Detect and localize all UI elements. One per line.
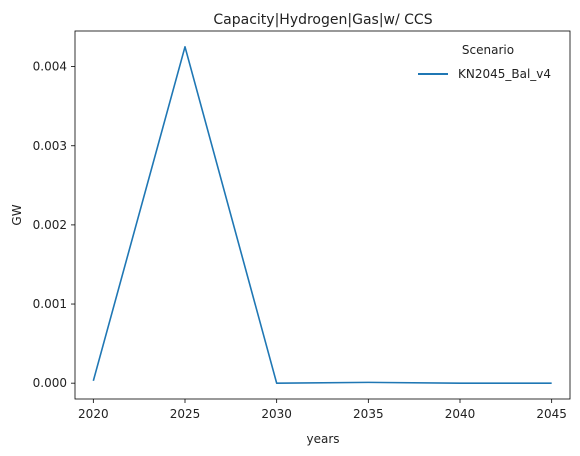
y-tick-label: 0.001 bbox=[33, 297, 67, 311]
y-axis: 0.000 0.001 0.002 0.003 0.004 bbox=[33, 60, 75, 390]
y-axis-label: GW bbox=[10, 204, 24, 225]
y-tick-label: 0.004 bbox=[33, 60, 67, 74]
y-tick-label: 0.002 bbox=[33, 218, 67, 232]
legend-label-series-0: KN2045_Bal_v4 bbox=[458, 67, 551, 81]
legend-title: Scenario bbox=[462, 43, 514, 57]
x-tick-label: 2035 bbox=[353, 407, 384, 421]
y-tick-label: 0.003 bbox=[33, 139, 67, 153]
series-line-0 bbox=[92, 46, 552, 384]
series-layer bbox=[92, 46, 552, 384]
x-tick-label: 2040 bbox=[445, 407, 476, 421]
x-axis: 2020 2025 2030 2035 2040 2045 bbox=[78, 399, 567, 421]
y-tick-label: 0.000 bbox=[33, 376, 67, 390]
legend: Scenario KN2045_Bal_v4 bbox=[418, 43, 551, 81]
x-tick-label: 2045 bbox=[536, 407, 567, 421]
x-tick-label: 2020 bbox=[78, 407, 109, 421]
plot-frame bbox=[74, 30, 571, 400]
chart-title: Capacity|Hydrogen|Gas|w/ CCS bbox=[213, 12, 432, 28]
plot-area bbox=[74, 30, 571, 400]
x-axis-label: years bbox=[306, 432, 339, 446]
x-tick-label: 2025 bbox=[170, 407, 201, 421]
x-tick-label: 2030 bbox=[261, 407, 292, 421]
